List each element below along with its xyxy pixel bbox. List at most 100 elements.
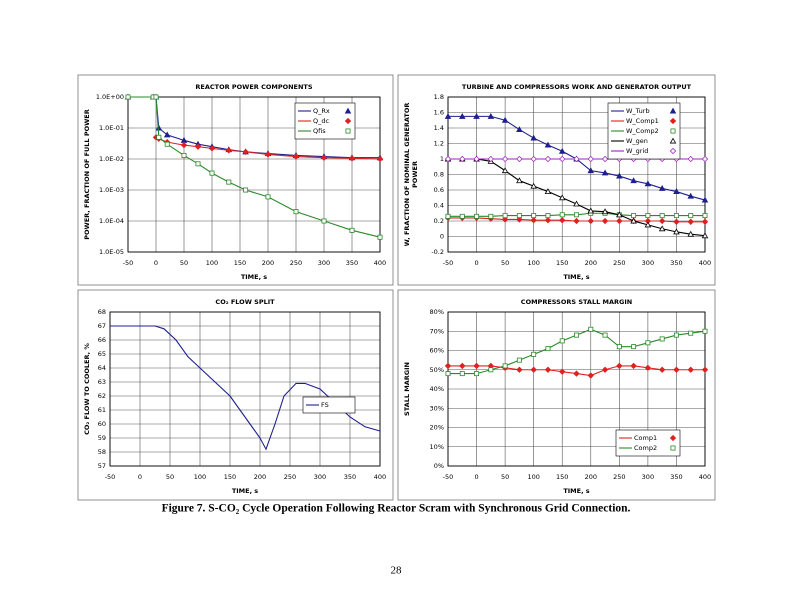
panel-border [397,289,716,501]
y-tick-label: 0 [440,233,444,241]
marker [601,217,609,225]
y-tick-label: 0.4 [434,202,444,210]
marker [659,336,665,342]
marker [243,187,249,193]
marker [530,366,537,373]
marker [459,213,465,219]
marker [602,332,608,338]
legend-label: W_Comp2 [626,127,659,135]
y-tick-label: 1 [440,155,444,163]
marker [474,213,480,219]
y-tick-label: 60 [98,420,106,428]
marker [530,217,537,224]
marker [125,94,131,100]
marker [573,217,580,225]
marker [659,366,666,373]
marker [587,207,595,214]
marker [573,200,580,207]
marker [516,177,523,184]
y-tick-label: 1.0E-05 [99,248,124,256]
marker [459,155,466,163]
x-tick-label: 400 [374,473,386,481]
x-tick-label: 200 [254,473,266,481]
marker [701,366,709,373]
marker [559,212,565,218]
marker [701,232,709,239]
marker [559,368,566,375]
marker [153,94,159,100]
plot-frame [447,96,706,253]
marker [687,218,694,225]
marker [488,367,494,373]
x-tick-label: 350 [670,473,682,481]
x-tick-label: 350 [344,473,356,481]
marker [209,170,215,176]
legend-label: W_Comp1 [626,117,659,125]
marker [659,213,665,219]
marker [208,145,216,152]
marker [559,338,565,344]
marker [702,213,708,219]
marker [587,372,594,379]
marker [516,366,523,373]
marker [473,362,480,370]
marker [616,172,623,179]
y-tick-label: 30% [430,404,444,412]
marker [501,167,509,174]
x-tick-label: 300 [314,473,326,481]
x-tick-label: 250 [290,259,302,267]
marker [292,153,300,160]
x-tick-label: 300 [642,259,654,267]
y-tick-label: 1.0E-01 [99,124,124,132]
marker [701,218,709,225]
marker [670,128,676,134]
marker [631,213,637,219]
marker [180,141,188,149]
plot-frame [127,96,381,253]
marker [516,213,522,219]
marker [673,188,680,195]
x-axis-label: TIME, s [232,487,258,495]
marker [502,363,508,369]
y-tick-label: 0% [434,462,444,470]
marker [242,148,249,156]
y-tick-label: 1.0E+00 [96,93,124,101]
y-tick-label: 1.0E-02 [99,155,124,163]
plot-frame [447,311,706,467]
marker [630,177,637,184]
marker [673,332,679,338]
marker [545,213,551,219]
marker [501,155,509,163]
marker [530,134,537,141]
x-axis-label: TIME, s [241,273,267,281]
marker [156,134,162,140]
x-tick-label: 0 [474,473,478,481]
y-axis-label: CO₂ FLOW TO COOLER, % [83,343,91,435]
marker [630,217,637,224]
x-tick-label: -50 [105,473,116,481]
y-tick-label: -0.2 [431,248,444,256]
chart-title: CO₂ FLOW SPLIT [215,298,275,306]
marker [644,364,652,371]
y-tick-label: 61 [98,406,106,414]
marker [516,126,523,133]
marker [658,225,666,232]
y-axis-label: W, FRACTION OF NOMINAL GENERATOR [403,103,411,247]
y-tick-label: 1.0E-03 [99,186,124,194]
marker [264,151,272,158]
x-tick-label: 0 [138,473,142,481]
marker [194,143,202,150]
y-tick-label: 0.8 [434,171,444,179]
marker [587,167,595,174]
x-axis-label: TIME, s [563,273,589,281]
marker [293,209,299,215]
marker [687,192,695,199]
marker [530,155,537,163]
marker [473,112,480,119]
series-line [110,325,381,451]
x-tick-label: 150 [224,473,236,481]
y-tick-label: 0.6 [434,186,444,194]
marker [701,196,709,203]
y-tick-label: 10% [430,443,444,451]
